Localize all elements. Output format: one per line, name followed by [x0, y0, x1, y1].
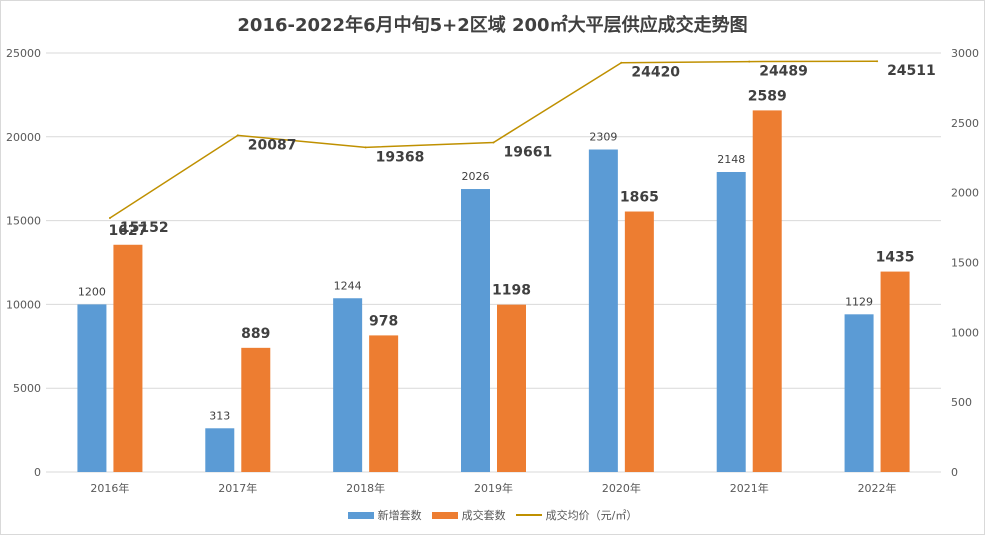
point-avg-price-3 — [492, 141, 495, 144]
bar-new-units-6 — [844, 314, 874, 472]
data-label-sold-units-3: 1198 — [492, 283, 531, 299]
bar-new-units-3 — [461, 189, 490, 472]
category-label-5: 2021年 — [730, 481, 769, 495]
category-label-6: 2022年 — [858, 481, 897, 495]
bar-sold-units-6 — [880, 271, 910, 472]
bar-sold-units-1 — [241, 347, 271, 472]
legend-swatch-avg-price — [515, 514, 542, 516]
data-label-new-units-1: 313 — [209, 409, 230, 422]
bar-sold-units-2 — [369, 335, 399, 472]
point-avg-price-5 — [748, 60, 751, 63]
bar-sold-units-0 — [113, 244, 143, 472]
right-axis-tick-3: 1500 — [951, 257, 979, 270]
point-avg-price-2 — [364, 146, 367, 149]
left-axis-tick-0: 0 — [34, 466, 41, 479]
legend-item-new-units: 新增套数 — [347, 507, 422, 523]
data-label-new-units-0: 1200 — [78, 285, 106, 298]
category-label-0: 2016年 — [90, 481, 129, 495]
right-axis-tick-0: 0 — [951, 466, 958, 479]
legend-swatch-new-units — [347, 511, 374, 519]
point-avg-price-6 — [876, 60, 879, 63]
legend-label-avg-price: 成交均价（元/㎡） — [545, 509, 638, 522]
bar-sold-units-3 — [497, 304, 526, 472]
data-label-avg-price-4: 24420 — [631, 65, 680, 81]
left-axis-tick-4: 20000 — [6, 131, 41, 144]
data-label-sold-units-1: 889 — [241, 326, 270, 342]
category-label-3: 2019年 — [474, 481, 513, 495]
right-axis-tick-4: 2000 — [951, 187, 979, 200]
legend-swatch-sold-units — [431, 511, 458, 519]
category-label-2: 2018年 — [346, 481, 385, 495]
right-axis-tick-1: 500 — [951, 396, 972, 409]
point-avg-price-4 — [620, 61, 623, 64]
data-label-sold-units-6: 1435 — [876, 250, 915, 266]
data-label-new-units-3: 2026 — [462, 170, 490, 183]
data-label-sold-units-4: 1865 — [620, 190, 659, 206]
legend-label-sold-units: 成交套数 — [461, 509, 506, 522]
data-label-sold-units-0: 1627 — [108, 223, 147, 239]
left-axis-tick-5: 25000 — [6, 47, 41, 60]
data-label-avg-price-6: 24511 — [887, 63, 936, 79]
data-label-avg-price-0: 15152 — [120, 220, 169, 236]
data-label-sold-units-5: 2589 — [748, 88, 787, 104]
point-avg-price-1 — [236, 134, 239, 137]
bar-sold-units-4 — [624, 211, 654, 472]
data-label-avg-price-3: 19661 — [504, 144, 553, 160]
data-label-avg-price-2: 19368 — [376, 149, 425, 165]
legend: 新增套数 成交套数 成交均价（元/㎡） — [1, 507, 984, 523]
right-axis-tick-5: 2500 — [951, 117, 979, 130]
data-label-new-units-6: 1129 — [845, 295, 873, 308]
bar-new-units-5 — [716, 171, 746, 472]
data-label-new-units-4: 2309 — [589, 131, 617, 144]
bar-new-units-0 — [77, 304, 107, 472]
left-axis-tick-3: 15000 — [6, 215, 41, 228]
right-axis-tick-2: 1000 — [951, 326, 979, 339]
category-label-1: 2017年 — [218, 481, 257, 495]
category-label-4: 2020年 — [602, 481, 641, 495]
data-label-avg-price-1: 20087 — [248, 137, 297, 153]
data-label-avg-price-5: 24489 — [759, 64, 808, 80]
data-label-new-units-2: 1244 — [334, 279, 362, 292]
bar-new-units-2 — [333, 298, 363, 472]
right-axis-tick-6: 3000 — [951, 47, 979, 60]
left-axis-tick-1: 5000 — [13, 382, 41, 395]
legend-label-new-units: 新增套数 — [377, 509, 422, 522]
point-avg-price-0 — [108, 217, 111, 220]
bar-new-units-4 — [588, 149, 618, 472]
bar-sold-units-5 — [752, 110, 782, 472]
bar-new-units-1 — [205, 428, 235, 472]
left-axis-tick-2: 10000 — [6, 298, 41, 311]
data-label-sold-units-2: 978 — [369, 313, 398, 329]
legend-item-avg-price: 成交均价（元/㎡） — [515, 507, 638, 523]
data-label-new-units-5: 2148 — [717, 153, 745, 166]
chart-title: 2016-2022年6月中旬5+2区域 200㎡大平层供应成交走势图 — [237, 15, 748, 36]
legend-item-sold-units: 成交套数 — [431, 507, 506, 523]
